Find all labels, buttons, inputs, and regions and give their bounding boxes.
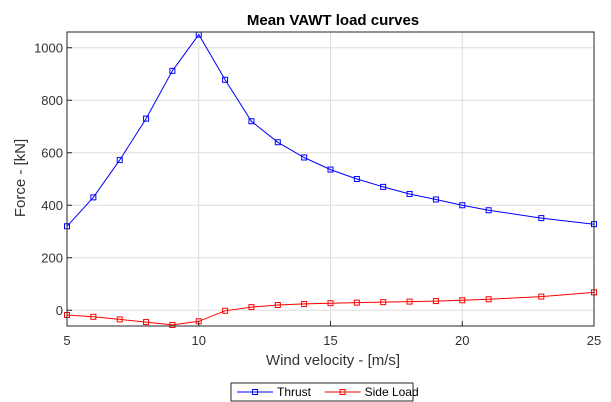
data-point-marker: [459, 297, 466, 304]
data-point-marker: [116, 157, 123, 164]
data-point-marker: [248, 304, 255, 311]
legend-marker: [339, 389, 346, 395]
data-point-marker: [248, 118, 255, 125]
data-point-marker: [432, 298, 439, 305]
data-point-marker: [485, 207, 492, 214]
y-tick-label: 200: [41, 250, 63, 265]
data-point-marker: [485, 296, 492, 303]
data-point-marker: [353, 299, 360, 306]
data-point-marker: [459, 202, 466, 209]
legend-item: Thrust: [237, 385, 312, 399]
legend-item: Side Load: [324, 385, 419, 399]
data-point-marker: [380, 299, 387, 306]
series-thrust: [64, 31, 597, 230]
x-axis-label: Wind velocity - [m/s]: [266, 352, 400, 369]
y-axis-label: Force - [kN]: [12, 139, 29, 217]
data-point-marker: [538, 215, 545, 222]
data-point-marker: [90, 313, 97, 320]
legend-box: [230, 382, 414, 402]
data-point-marker: [169, 67, 176, 74]
data-point-marker: [538, 293, 545, 300]
plot-area: [64, 31, 597, 328]
y-tick-label: 0: [56, 303, 63, 318]
data-point-marker: [90, 194, 97, 201]
series-layer: [64, 31, 597, 328]
data-point-marker: [301, 300, 308, 307]
data-point-marker: [432, 196, 439, 203]
data-point-marker: [143, 115, 150, 122]
y-tick-label: 800: [41, 93, 63, 108]
chart-title: Mean VAWT load curves: [247, 12, 419, 29]
x-tick-label: 5: [63, 333, 70, 348]
x-axis: 5 10 15 20 25: [63, 321, 601, 348]
legend: Thrust Side Load: [230, 382, 419, 402]
data-point-marker: [143, 319, 150, 326]
legend-label: Thrust: [277, 385, 312, 399]
data-point-marker: [274, 302, 281, 308]
data-point-marker: [222, 307, 229, 314]
data-point-marker: [116, 316, 123, 323]
data-point-marker: [380, 183, 387, 190]
series-line: [66, 291, 595, 326]
x-tick-label: 25: [587, 333, 601, 348]
data-point-marker: [406, 190, 413, 197]
data-point-marker: [169, 321, 176, 328]
legend-label: Side Load: [365, 385, 419, 399]
y-tick-label: 1000: [34, 40, 63, 55]
legend-marker: [252, 389, 258, 395]
x-tick-label: 10: [192, 333, 206, 348]
data-point-marker: [274, 139, 281, 146]
data-point-marker: [222, 76, 229, 83]
series-side-load: [64, 289, 597, 328]
data-point-marker: [406, 298, 413, 305]
data-point-marker: [353, 176, 360, 182]
data-point-marker: [327, 300, 334, 307]
x-tick-label: 15: [323, 333, 337, 348]
series-line: [66, 33, 595, 227]
data-point-marker: [301, 154, 308, 161]
data-point-marker: [327, 166, 334, 173]
y-axis: 0 200 400 600 800 1000: [34, 40, 72, 318]
x-tick-label: 20: [455, 333, 469, 348]
y-tick-label: 400: [41, 198, 63, 213]
y-tick-label: 600: [41, 145, 63, 160]
